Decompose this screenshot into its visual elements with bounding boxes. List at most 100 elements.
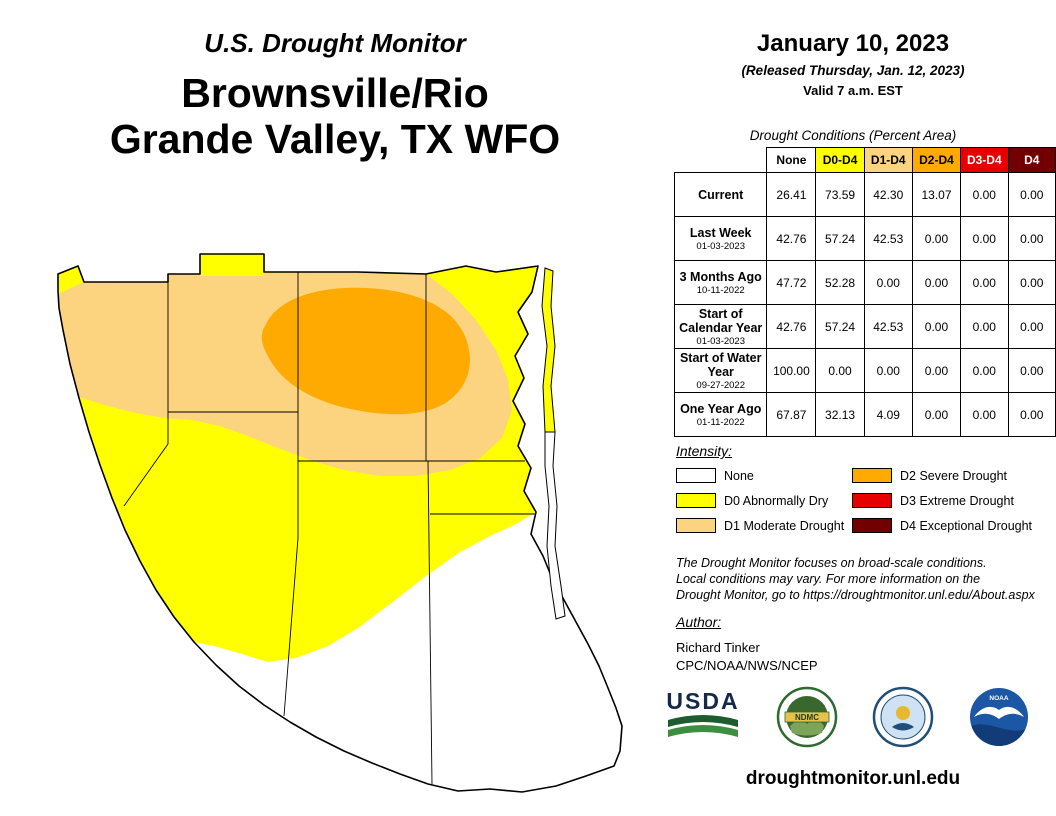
ndmc-logo-text: NDMC [795, 713, 819, 722]
value-cell: 0.00 [863, 260, 913, 305]
value-cell: 0.00 [960, 392, 1009, 437]
value-cell: 0.00 [1007, 392, 1056, 437]
brand-title: U.S. Drought Monitor [204, 28, 466, 58]
disclaimer-line: The Drought Monitor focuses on broad-sca… [676, 556, 987, 570]
table-row-one-year-ago: One Year Ago 01-11-2022 67.87 32.13 4.09 … [673, 392, 1056, 437]
valid-time: Valid 7 a.m. EST [803, 83, 903, 98]
noaa-logo: NOAA [970, 688, 1028, 746]
legend-swatch-d4 [852, 518, 892, 533]
value-cell: 0.00 [1007, 216, 1056, 261]
value-cell: 57.24 [815, 216, 865, 261]
row-header: Last Week 01-03-2023 [673, 216, 768, 261]
value-cell: 0.00 [815, 348, 865, 393]
legend-label: D3 Extreme Drought [900, 493, 1014, 508]
intensity-legend: Intensity: None D0 Abnormally Dry D1 Mod… [676, 443, 1042, 533]
table-row-start-calendar-year: Start of Calendar Year 01-03-2023 42.76 5… [673, 304, 1056, 349]
page-title-line2: Grande Valley, TX WFO [109, 116, 561, 163]
commerce-shield [892, 723, 914, 731]
value-cell: 0.00 [960, 348, 1009, 393]
release-date: (Released Thursday, Jan. 12, 2023) [741, 63, 965, 78]
table-title: Drought Conditions (Percent Area) [749, 128, 957, 143]
value-cell: 42.76 [766, 304, 817, 349]
value-cell: 0.00 [1007, 260, 1056, 305]
value-cell: 0.00 [911, 304, 962, 349]
legend-label: D1 Moderate Drought [724, 518, 845, 533]
value-cell: 47.72 [766, 260, 817, 305]
value-cell: 42.76 [766, 216, 817, 261]
usda-field-dark [668, 715, 738, 727]
value-cell: 4.09 [863, 392, 913, 437]
conditions-table: None D0-D4 D1-D4 D2-D4 D3-D4 D4 Current … [673, 147, 1056, 437]
barrier-island-south [544, 431, 566, 620]
col-header-d2d4: D2-D4 [911, 147, 962, 173]
value-cell: 32.13 [815, 392, 865, 437]
page-title-line1: Brownsville/Rio [181, 70, 489, 116]
usda-logo: USDA [666, 689, 739, 737]
page-title: Brownsville/Rio Grande Valley, TX WFO [35, 70, 635, 163]
county-borders [123, 272, 536, 785]
col-header-d1d4: D1-D4 [863, 147, 913, 173]
disclaimer-line: Local conditions may vary. For more info… [676, 571, 981, 586]
legend-label: D2 Severe Drought [900, 468, 1008, 483]
table-row-last-week: Last Week 01-03-2023 42.76 57.24 42.53 0.… [673, 216, 1056, 261]
legend-item-d0: D0 Abnormally Dry [676, 493, 852, 508]
legend-label: None [724, 468, 754, 483]
value-cell: 13.07 [911, 172, 962, 217]
disclaimer-text: The Drought Monitor focuses on broad-sca… [676, 556, 1035, 604]
table-row-3-months-ago: 3 Months Ago 10-11-2022 47.72 52.28 0.00 … [673, 260, 1056, 305]
legend-item-d4: D4 Exceptional Drought [852, 518, 1032, 533]
table-header-row: None D0-D4 D1-D4 D2-D4 D3-D4 D4 [674, 147, 1056, 173]
report-date: January 10, 2023 [756, 30, 950, 57]
usda-field-light [668, 725, 738, 737]
usda-logo-text: USDA [666, 689, 739, 714]
col-header-none: None [766, 147, 817, 173]
author-block: Author: Richard Tinker CPC/NOAA/NWS/NCEP [676, 613, 818, 675]
value-cell: 42.30 [863, 172, 913, 217]
col-header-d3d4: D3-D4 [960, 147, 1009, 173]
value-cell: 0.00 [960, 172, 1009, 217]
commerce-eagle [896, 706, 910, 720]
legend-item-none: None [676, 468, 852, 483]
legend-label: D0 Abnormally Dry [724, 493, 829, 508]
noaa-logo-text: NOAA [989, 695, 1008, 702]
value-cell: 67.87 [766, 392, 817, 437]
legend-title: Intensity: [676, 443, 733, 459]
value-cell: 73.59 [815, 172, 865, 217]
drought-map [57, 253, 623, 793]
ndmc-hills [790, 719, 824, 736]
value-cell: 0.00 [1007, 172, 1056, 217]
legend-item-d2: D2 Severe Drought [852, 468, 1032, 483]
value-cell: 0.00 [960, 216, 1009, 261]
value-cell: 0.00 [1007, 304, 1056, 349]
row-header: Start of Water Year 09-27-2022 [673, 348, 768, 393]
row-header: Current [673, 172, 768, 217]
map-area-d2 [261, 287, 470, 415]
value-cell: 26.41 [766, 172, 817, 217]
noaa-bird [974, 706, 1024, 719]
value-cell: 0.00 [960, 260, 1009, 305]
region-outline [57, 253, 623, 793]
row-header: One Year Ago 01-11-2022 [673, 392, 768, 437]
ndmc-banner [784, 711, 830, 723]
value-cell: 0.00 [960, 304, 1009, 349]
footer-url[interactable]: droughtmonitor.unl.edu [745, 768, 961, 789]
row-header: Start of Calendar Year 01-03-2023 [673, 304, 768, 349]
col-header-d4: D4 [1007, 147, 1056, 173]
ndmc-logo: NDMC [776, 686, 838, 748]
author-org: CPC/NOAA/NWS/NCEP [676, 657, 818, 673]
legend-swatch-d3 [852, 493, 892, 508]
legend-item-d1: D1 Moderate Drought [676, 518, 852, 533]
value-cell: 57.24 [815, 304, 865, 349]
value-cell: 100.00 [766, 348, 817, 393]
value-cell: 0.00 [911, 392, 962, 437]
legend-swatch-none [676, 468, 716, 483]
legend-label: D4 Exceptional Drought [900, 518, 1033, 533]
barrier-island-north [541, 267, 556, 433]
disclaimer-link-line[interactable]: Drought Monitor, go to https://droughtmo… [676, 587, 1035, 602]
logo-row: USDA NDMC NOAA [664, 686, 1030, 748]
legend-swatch-d0 [676, 493, 716, 508]
author-name: Richard Tinker [676, 639, 760, 655]
table-row-start-water-year: Start of Water Year 09-27-2022 100.00 0.0… [673, 348, 1056, 393]
value-cell: 42.53 [863, 216, 913, 261]
value-cell: 52.28 [815, 260, 865, 305]
